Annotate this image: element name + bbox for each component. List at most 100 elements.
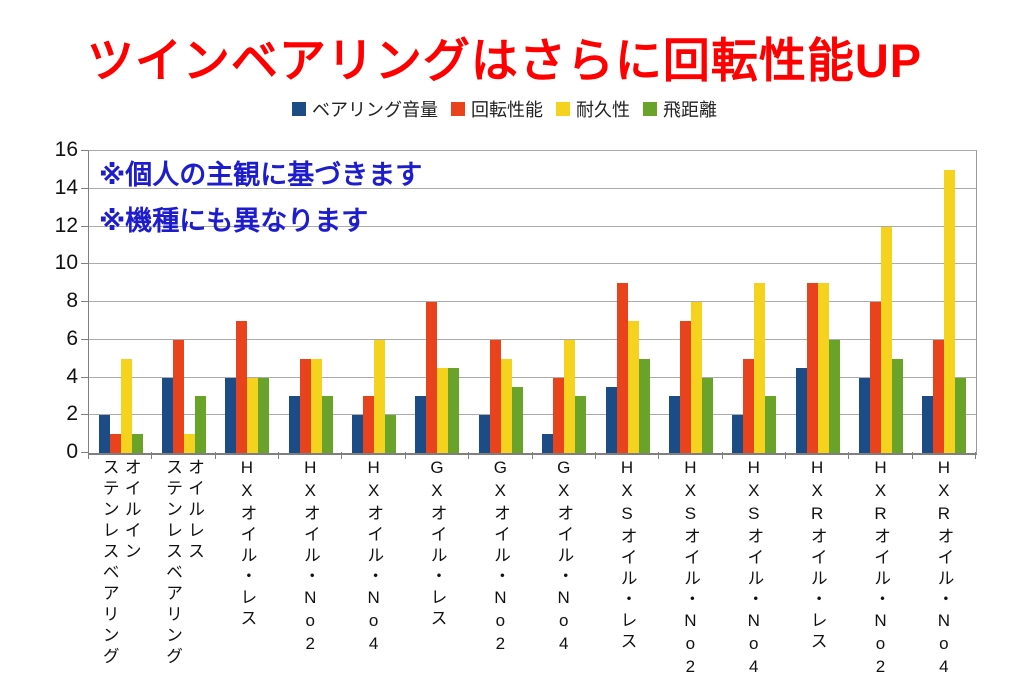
bar-group — [723, 151, 786, 453]
bar-group — [469, 151, 532, 453]
bar — [426, 302, 438, 453]
y-axis-tick — [81, 452, 88, 453]
x-axis-tick — [531, 452, 533, 459]
bar — [258, 377, 270, 453]
bar — [310, 358, 322, 453]
x-axis-label: HXオイル・No4 — [364, 458, 384, 657]
x-axis-label: HXオイル・No2 — [300, 458, 320, 657]
bar — [98, 415, 110, 453]
bar — [553, 377, 565, 453]
bar — [880, 226, 892, 453]
bar — [743, 358, 755, 453]
legend-swatch-icon — [643, 102, 657, 116]
y-axis-tick-label: 8 — [66, 289, 78, 312]
bar — [955, 377, 967, 453]
y-axis-tick-label: 14 — [54, 175, 78, 199]
legend-item: 回転性能 — [451, 96, 543, 122]
chart-title: ツインベアリングはさらに回転性能UP — [86, 34, 923, 87]
bar-group — [913, 151, 976, 453]
x-axis-tick — [214, 452, 216, 459]
bar — [321, 396, 333, 453]
bar-group — [596, 151, 659, 453]
legend-item: 耐久性 — [556, 96, 630, 122]
bar-group — [659, 151, 722, 453]
gridline — [89, 301, 976, 302]
y-axis-tick — [81, 376, 88, 378]
y-axis-tick-label: 10 — [54, 251, 78, 275]
bar — [131, 434, 143, 453]
bar — [679, 320, 691, 453]
bar — [489, 339, 501, 453]
bar — [363, 396, 375, 453]
bar — [225, 377, 237, 453]
x-axis-tick — [784, 452, 786, 459]
bar — [922, 396, 934, 453]
y-axis-tick — [81, 263, 88, 265]
bar-group — [279, 151, 342, 453]
legend-swatch-icon — [451, 102, 465, 116]
x-axis-label: GXオイル・No4 — [554, 458, 574, 657]
bar-group — [533, 151, 596, 453]
y-axis: 0 2 4 6 8 10 12 14 16 — [0, 138, 78, 463]
plot-area — [88, 150, 977, 455]
bar-group — [849, 151, 912, 453]
bar — [288, 396, 300, 453]
legend-label: 耐久性 — [576, 100, 630, 120]
bar — [352, 415, 364, 453]
bar — [195, 396, 207, 453]
bar-group — [216, 151, 279, 453]
y-axis-tick-label: 12 — [54, 213, 78, 237]
bar — [109, 434, 121, 453]
legend-label: ベアリング音量 — [312, 100, 438, 120]
annotation-line-2: ※機種にも異なります — [99, 206, 369, 236]
bar — [891, 358, 903, 453]
x-axis-tick — [911, 452, 913, 459]
x-axis-tick — [88, 452, 89, 459]
x-axis-tick — [721, 452, 723, 459]
bar — [415, 396, 427, 453]
bar — [564, 339, 576, 453]
gridline — [89, 338, 976, 340]
bar — [247, 377, 259, 453]
x-axis-label: オイルイン ステンレスベアリング — [99, 458, 141, 668]
bar-group — [89, 151, 152, 453]
bar — [448, 368, 460, 453]
bar — [627, 320, 639, 453]
x-axis-tick — [151, 452, 153, 459]
bar — [575, 396, 587, 453]
x-axis-tick — [658, 452, 660, 459]
y-axis-tick — [81, 338, 88, 340]
bar-groups — [89, 151, 976, 453]
y-axis-tick — [81, 225, 88, 227]
y-axis-tick-label: 2 — [66, 402, 78, 426]
legend-swatch-icon — [292, 102, 306, 116]
bar-group — [342, 151, 405, 453]
bar-group — [406, 151, 469, 453]
bar — [795, 368, 807, 453]
y-axis-tick — [81, 301, 88, 302]
bar — [120, 358, 132, 453]
y-axis-tick — [81, 187, 88, 189]
x-axis-tick — [468, 452, 470, 459]
x-axis-labels: オイルイン ステンレスベアリング オイルレス ステンレスベアリング HXオイル・レス… — [88, 458, 975, 698]
bar — [690, 302, 702, 453]
x-axis-tick — [848, 452, 850, 459]
bar — [806, 283, 818, 453]
annotation-line-1: ※個人の主観に基づきます — [99, 160, 423, 190]
y-axis-tick-label: 4 — [66, 364, 78, 388]
gridline — [89, 376, 976, 378]
bar — [933, 339, 945, 453]
gridline — [89, 414, 976, 416]
y-axis-tick-label: 16 — [54, 138, 78, 161]
bar — [638, 358, 650, 453]
x-axis-label: HXRオイル・No4 — [934, 458, 954, 680]
x-axis-label: GXオイル・No2 — [490, 458, 510, 657]
bar-group — [152, 151, 215, 453]
x-axis-label: HXSオイル・No2 — [680, 458, 700, 680]
bar — [184, 434, 196, 453]
bar — [732, 415, 744, 453]
bar — [437, 368, 449, 453]
gridline — [89, 187, 976, 189]
bar — [299, 358, 311, 453]
